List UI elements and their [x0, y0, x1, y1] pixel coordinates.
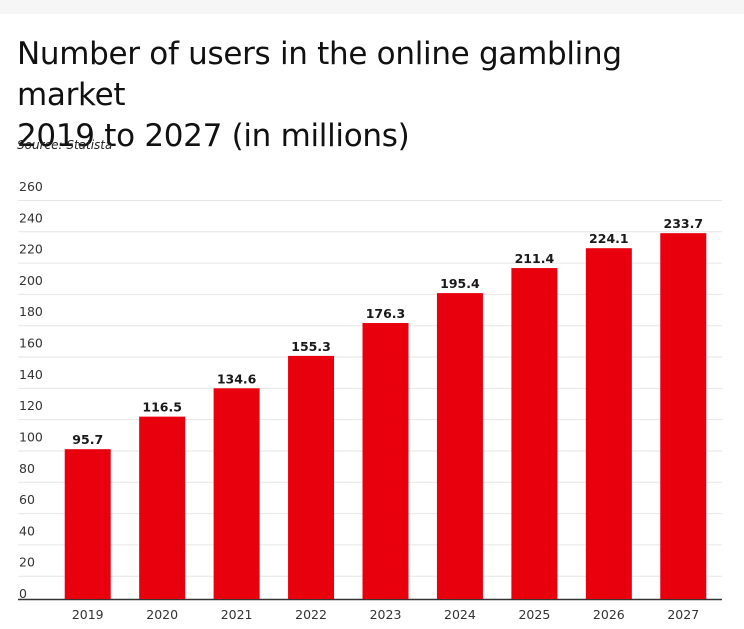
data-label-2020: 116.5 [142, 400, 182, 415]
bar-2023 [362, 323, 409, 599]
bar-2024 [436, 293, 483, 599]
y-tick-label: 80 [19, 461, 35, 476]
x-tick-label-2027: 2027 [667, 607, 699, 622]
y-tick-label: 180 [19, 304, 43, 319]
y-tick-label: 200 [19, 273, 43, 288]
data-label-2019: 95.7 [72, 432, 103, 447]
data-label-2027: 233.7 [664, 216, 704, 231]
bar-2019 [64, 449, 111, 599]
y-tick-label: 20 [19, 555, 35, 570]
y-tick-label: 120 [19, 398, 43, 413]
x-tick-label-2025: 2025 [518, 607, 550, 622]
x-tick-label-2021: 2021 [221, 607, 253, 622]
x-tick-label-2020: 2020 [146, 607, 178, 622]
y-tick-label: 160 [19, 336, 43, 351]
label-layer: 0 20 40 60 80 100 120 140 160 180 200 220 240 260 95.7… [19, 179, 703, 622]
bar-2025 [511, 268, 558, 599]
y-tick-label: 0 [19, 586, 27, 601]
bar-2020 [139, 416, 186, 599]
y-tick-label: 60 [19, 492, 35, 507]
bar-2022 [288, 355, 335, 599]
bar-layer [64, 233, 707, 599]
data-label-2026: 224.1 [589, 231, 629, 246]
source-note: Source: Statista [17, 138, 113, 152]
bar-2026 [585, 248, 632, 599]
data-label-2022: 155.3 [291, 339, 331, 354]
chart-title: Number of users in the online gambling m… [17, 34, 727, 157]
x-tick-label-2026: 2026 [593, 607, 625, 622]
data-label-2023: 176.3 [366, 306, 406, 321]
x-tick-label-2022: 2022 [295, 607, 327, 622]
y-tick-label: 140 [19, 367, 43, 382]
y-tick-label: 40 [19, 523, 35, 538]
chart-title-line-1: Number of users in the online gambling m… [17, 36, 622, 113]
y-tick-label: 260 [19, 179, 43, 194]
y-tick-label: 100 [19, 429, 43, 444]
x-tick-label-2019: 2019 [72, 607, 104, 622]
data-label-2025: 211.4 [515, 251, 555, 266]
data-label-2024: 195.4 [440, 276, 480, 291]
bar-2027 [660, 233, 707, 599]
top-strip [0, 0, 744, 14]
x-tick-label-2023: 2023 [370, 607, 402, 622]
x-tick-label-2024: 2024 [444, 607, 476, 622]
bar-2021 [213, 388, 260, 599]
chart-title-line-2: 2019 to 2027 (in millions) [17, 118, 410, 154]
y-tick-label: 220 [19, 242, 43, 257]
y-tick-label: 240 [19, 210, 43, 225]
data-label-2021: 134.6 [217, 371, 257, 386]
